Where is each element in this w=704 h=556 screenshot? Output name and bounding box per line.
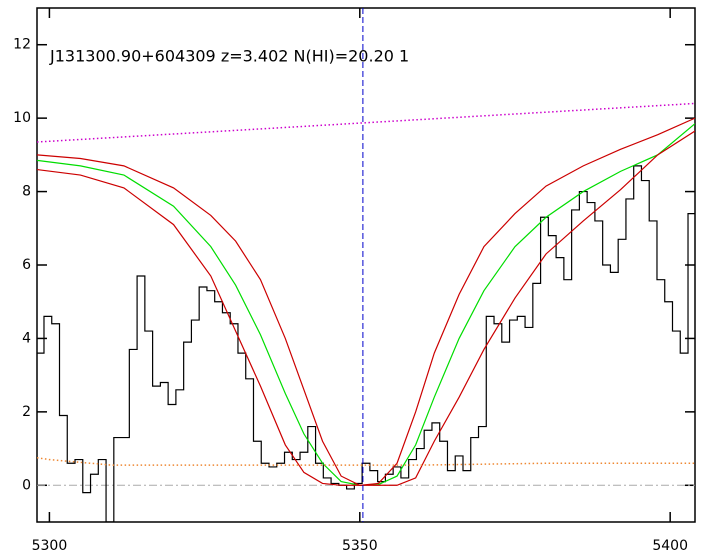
y-tick-label: 2 [22,404,31,420]
flux-histogram [37,165,695,522]
x-tick-label: 5400 [652,538,688,554]
y-tick-label: 0 [22,477,31,493]
curve [37,102,695,143]
y-tick-label: 12 [13,37,31,53]
curve [37,130,695,486]
x-tick-label: 5300 [32,538,68,554]
y-tick-label: 8 [22,184,31,200]
y-tick-label: 4 [22,330,31,346]
curve [37,457,695,466]
x-tick-label: 5350 [342,538,378,554]
curve [37,117,695,486]
annotation: J131300.90+604309 z=3.402 N(HI)=20.20 1 [49,47,409,66]
plot-frame [36,7,696,523]
y-tick-label: 10 [13,110,31,126]
y-tick-label: 6 [22,257,31,273]
curve [37,123,695,486]
